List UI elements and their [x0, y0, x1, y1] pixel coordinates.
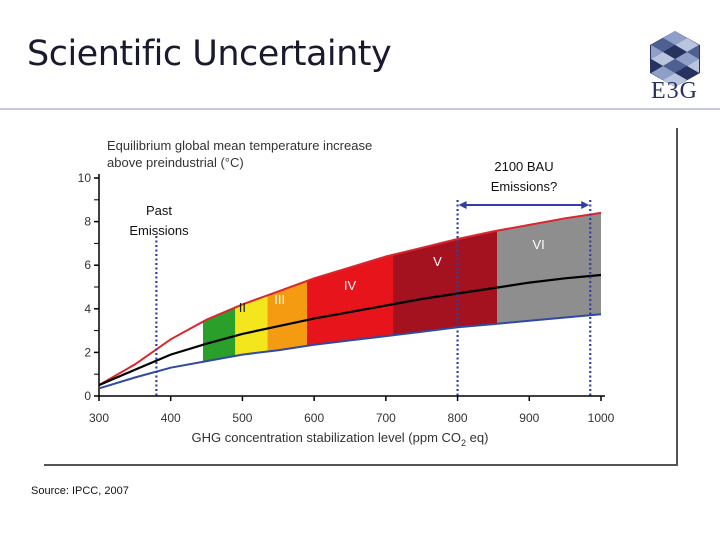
band-I	[202, 307, 236, 362]
past-emissions-label-line2: Emissions	[129, 223, 189, 238]
x-tick-label: 1000	[588, 411, 615, 425]
y-tick-label: 0	[84, 389, 91, 403]
past-emissions-label-line1: Past	[146, 203, 172, 218]
bau-arrow-left-head	[458, 201, 467, 209]
band-VI	[497, 212, 601, 324]
x-tick-label: 400	[161, 411, 181, 425]
y-tick-label: 6	[84, 258, 91, 272]
band-label-I: I	[208, 304, 212, 319]
e3g-logo-icon	[650, 31, 700, 87]
y-tick-label: 10	[78, 171, 92, 185]
bau-label-line1: 2100 BAU	[494, 159, 553, 174]
band-label-II: II	[239, 300, 246, 315]
x-tick-label: 600	[304, 411, 324, 425]
x-tick-label: 900	[519, 411, 539, 425]
best-estimate-line	[98, 273, 602, 387]
y-tick-label: 8	[84, 215, 91, 229]
x-tick-label: 500	[232, 411, 252, 425]
title-divider	[0, 108, 720, 110]
lower-curve-line	[98, 313, 602, 390]
x-axis-label: GHG concentration stabilization level (p…	[192, 430, 489, 448]
upper-curve-line	[98, 211, 602, 386]
band-IV	[306, 254, 394, 346]
band-V	[393, 230, 498, 336]
chart-title-line1: Equilibrium global mean temperature incr…	[107, 138, 372, 153]
source-note: Source: IPCC, 2007	[31, 485, 129, 497]
chart-frame-bottom	[44, 464, 678, 466]
bau-label-line2: Emissions?	[491, 179, 557, 194]
chart-title-line2: above preindustrial (°C)	[107, 155, 244, 170]
logo-text: E3G	[651, 78, 698, 104]
band-label-III: III	[274, 292, 285, 307]
chart-frame-right	[676, 128, 678, 466]
band-label-V: V	[433, 254, 442, 269]
x-tick-label: 700	[376, 411, 396, 425]
band-III	[267, 280, 307, 352]
band-label-VI: VI	[532, 237, 544, 252]
x-tick-label: 800	[448, 411, 468, 425]
slide-title: Scientific Uncertainty	[27, 34, 392, 74]
band-label-IV: IV	[344, 278, 357, 293]
x-tick-label: 300	[89, 411, 109, 425]
band-II	[235, 295, 268, 356]
y-tick-label: 2	[84, 345, 91, 359]
y-tick-label: 4	[84, 302, 91, 316]
bau-arrow-right-head	[581, 201, 590, 209]
